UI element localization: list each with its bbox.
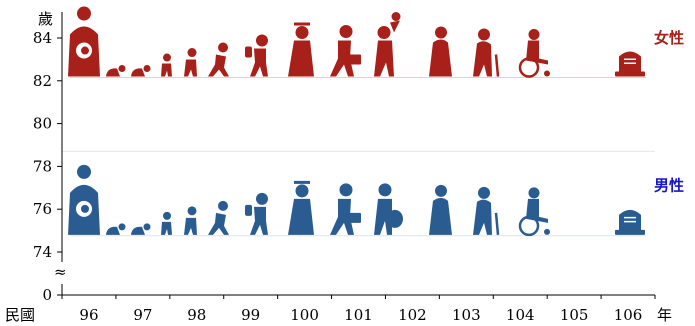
axis-break-symbol: ≈ (54, 263, 67, 281)
pregnant-woman-icon (68, 164, 100, 235)
child-icon (184, 48, 197, 77)
x-tick-label: 104 (506, 306, 535, 324)
y-tick-label: 76 (33, 200, 52, 218)
student-icon (245, 34, 268, 77)
crawling-baby-icon (131, 65, 151, 77)
x-tick-label: 101 (344, 306, 373, 324)
x-axis-label: 民國 (5, 306, 35, 324)
elderly-icon (429, 184, 452, 235)
x-tick-label: 98 (187, 306, 206, 324)
running-child-icon (208, 42, 229, 77)
child-icon (184, 206, 197, 235)
toddler-icon (161, 211, 172, 235)
x-unit-label: 年 (657, 306, 672, 324)
y-tick-label: 74 (33, 243, 52, 261)
x-tick-label: 96 (79, 306, 98, 324)
legend-label-female: 女性 (654, 29, 684, 47)
x-tick-label: 97 (133, 306, 152, 324)
tombstone-icon (615, 209, 645, 235)
y-tick-label: 80 (33, 115, 52, 133)
x-tick-label: 103 (452, 306, 481, 324)
graduate-icon (288, 22, 314, 77)
y-tick-label: 82 (33, 72, 52, 90)
series-layer (68, 6, 646, 237)
y-axis: 0 74 76 78 80 82 84 (33, 12, 63, 304)
crawling-baby-icon (131, 223, 151, 235)
y-tick-label: 0 (42, 286, 52, 304)
x-tick-label: 105 (560, 306, 589, 324)
crawling-baby-icon (106, 65, 126, 77)
elderly-with-cane-icon (473, 186, 500, 235)
series-female (68, 6, 646, 78)
running-child-icon (208, 200, 229, 235)
elderly-with-cane-icon (473, 28, 500, 77)
wheelchair-icon (518, 29, 550, 78)
walking-with-bag-icon (330, 25, 361, 77)
y-tick-label: 84 (33, 29, 52, 47)
graduate-icon (288, 180, 314, 235)
crawling-baby-icon (106, 223, 126, 235)
x-tick-label: 99 (241, 306, 260, 324)
y-tick-label: 78 (33, 157, 52, 175)
worker-with-money-bag-icon (374, 183, 403, 235)
x-tick-label: 106 (614, 306, 643, 324)
series-male (68, 164, 646, 237)
y-unit-label: 歲 (38, 10, 53, 28)
parent-lifting-child-icon (374, 12, 401, 77)
x-tick-label: 100 (290, 306, 319, 324)
x-tick-label: 102 (398, 306, 427, 324)
walking-with-bag-icon (330, 183, 361, 235)
pregnant-woman-icon (68, 6, 100, 77)
tombstone-icon (615, 51, 645, 77)
elderly-icon (429, 26, 452, 77)
wheelchair-icon (518, 187, 550, 237)
toddler-icon (161, 53, 172, 77)
x-axis: 96 97 98 99 100 101 102 103 104 105 106 (61, 294, 656, 324)
legend-label-male: 男性 (654, 177, 684, 195)
student-icon (245, 192, 268, 235)
